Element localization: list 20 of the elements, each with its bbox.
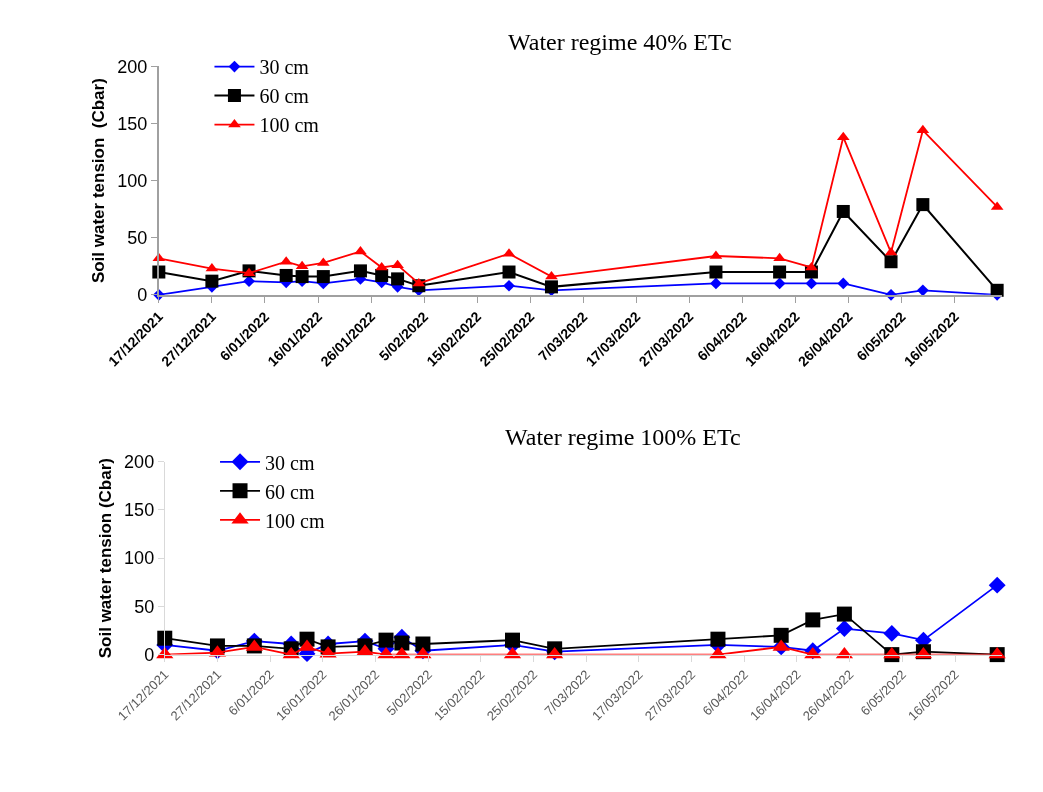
y-tick-label: 100 [124, 548, 155, 569]
y-tick-label: 100 [117, 170, 148, 191]
legend-label: 60 cm [265, 480, 315, 503]
chart-title: Water regime 100% ETc [505, 424, 741, 450]
y-tick-label: 0 [137, 285, 148, 306]
y-tick-label: 150 [124, 500, 155, 521]
y-tick-label: 200 [117, 56, 148, 77]
y-axis-title: Soil water tension (Cbar) [95, 457, 115, 659]
y-tick-label: 0 [144, 644, 155, 665]
legend-label: 100 cm [265, 509, 325, 532]
y-tick-label: 50 [134, 596, 155, 617]
y-axis-title: Soil water tension (Cbar) [89, 78, 109, 284]
legend-label: 30 cm [259, 56, 310, 79]
chart-title: Water regime 40% ETc [508, 29, 732, 55]
legend-label: 30 cm [265, 451, 315, 474]
legend-label: 60 cm [259, 85, 310, 108]
y-tick-label: 50 [127, 228, 148, 249]
y-tick-label: 200 [124, 451, 155, 472]
y-tick-label: 150 [117, 113, 148, 134]
legend-label: 100 cm [259, 114, 320, 137]
